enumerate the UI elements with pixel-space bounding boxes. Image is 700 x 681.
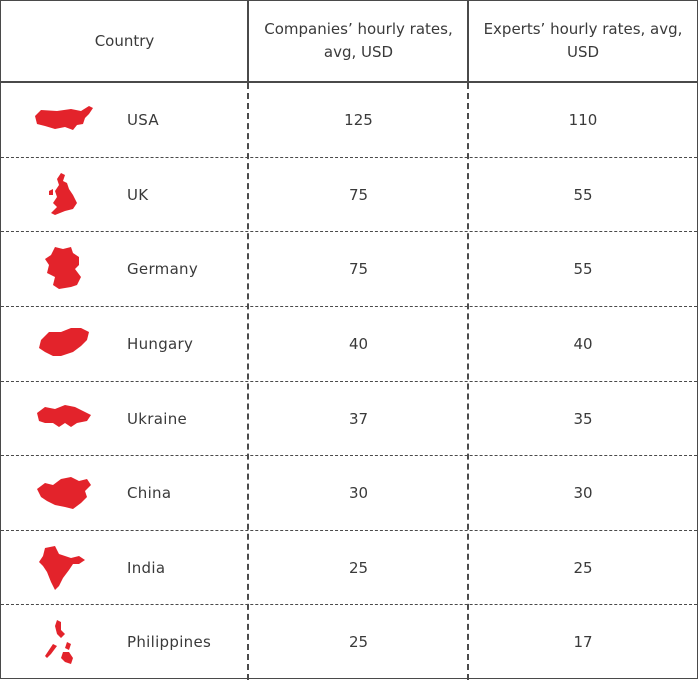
india-map-icon bbox=[31, 542, 95, 594]
companies-rate-value: 40 bbox=[348, 334, 369, 353]
experts-rate-value: 35 bbox=[573, 409, 593, 428]
table-row: Ukraine 37 35 bbox=[1, 382, 697, 457]
companies-rate-value: 37 bbox=[348, 409, 369, 428]
table-row: USA 125 110 bbox=[1, 83, 697, 158]
companies-rate-value: 25 bbox=[348, 558, 369, 577]
table-row: Hungary 40 40 bbox=[1, 307, 697, 382]
table-row: China 30 30 bbox=[1, 456, 697, 531]
philippines-map-icon bbox=[31, 616, 95, 668]
experts-rate-value: 40 bbox=[573, 334, 593, 353]
ukraine-map-icon bbox=[31, 393, 95, 445]
country-name: Philippines bbox=[127, 633, 212, 652]
companies-rate-value: 125 bbox=[344, 111, 373, 129]
header-companies-rate: Companies’ hourly rates, avg, USD bbox=[264, 20, 453, 61]
table-row: Germany 75 55 bbox=[1, 232, 697, 307]
country-name: Hungary bbox=[127, 334, 194, 353]
column-divider bbox=[247, 83, 249, 680]
hungary-map-icon bbox=[31, 318, 95, 370]
companies-rate-value: 30 bbox=[348, 484, 369, 503]
country-name: Ukraine bbox=[127, 409, 188, 428]
country-name: China bbox=[127, 484, 172, 503]
uk-map-icon bbox=[31, 169, 95, 221]
experts-rate-value: 55 bbox=[573, 185, 593, 204]
experts-rate-value: 30 bbox=[573, 484, 593, 503]
experts-rate-value: 25 bbox=[573, 558, 593, 577]
companies-rate-value: 75 bbox=[348, 185, 369, 204]
column-divider bbox=[247, 1, 249, 83]
column-divider bbox=[467, 83, 469, 680]
table-row: India 25 25 bbox=[1, 531, 697, 606]
experts-rate-value: 17 bbox=[573, 633, 593, 652]
table-header: Country Companies’ hourly rates, avg, US… bbox=[1, 1, 697, 83]
table-row: Philippines 25 17 bbox=[1, 605, 697, 680]
experts-rate-value: 110 bbox=[568, 111, 598, 129]
country-name: Germany bbox=[127, 260, 199, 279]
china-map-icon bbox=[31, 467, 95, 519]
germany-map-icon bbox=[31, 243, 95, 295]
column-divider bbox=[467, 1, 469, 83]
country-name: India bbox=[127, 558, 166, 577]
experts-rate-value: 55 bbox=[573, 260, 593, 279]
header-experts-rate: Experts’ hourly rates, avg, USD bbox=[483, 20, 683, 61]
header-country: Country bbox=[94, 31, 155, 50]
country-name: UK bbox=[127, 185, 149, 204]
country-name: USA bbox=[127, 111, 159, 129]
companies-rate-value: 75 bbox=[348, 260, 369, 279]
companies-rate-value: 25 bbox=[348, 633, 369, 652]
table-row: UK 75 55 bbox=[1, 158, 697, 233]
usa-map-icon bbox=[31, 94, 95, 146]
